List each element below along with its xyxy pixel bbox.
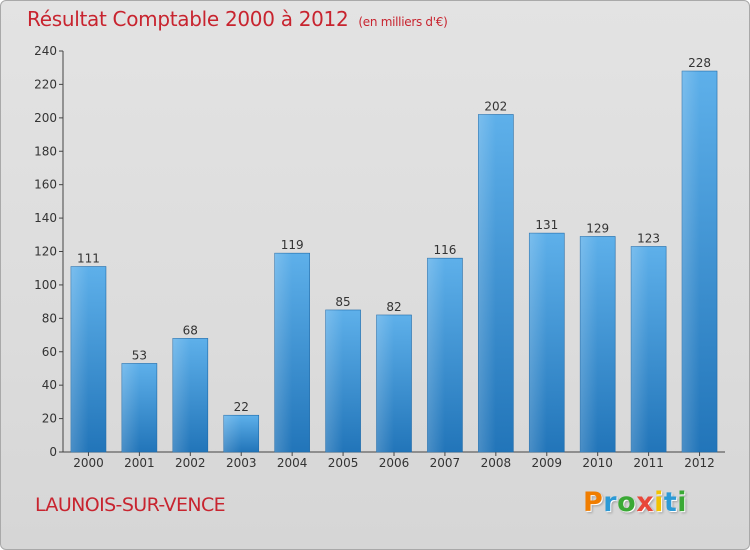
data-label: 68: [183, 323, 198, 337]
x-tick-label: 2009: [531, 456, 562, 470]
x-tick-label: 2005: [328, 456, 359, 470]
y-tick-label: 60: [42, 345, 57, 359]
data-label: 131: [535, 218, 558, 232]
x-tick-label: 2006: [379, 456, 410, 470]
data-label: 111: [77, 252, 100, 266]
axis-layer: 0 20 40 60 80 100 120 140 160 180 200 220 240: [34, 44, 725, 459]
data-label: 82: [386, 300, 401, 314]
y-tick-label: 120: [34, 245, 57, 259]
x-tick-label: 2012: [684, 456, 715, 470]
bar-highlight: [631, 246, 649, 452]
data-label: 53: [132, 348, 147, 362]
bar-highlight: [376, 314, 394, 452]
y-tick-label: 140: [34, 211, 57, 225]
chart-subtitle: (en milliers d'€): [358, 15, 448, 29]
bar-highlight: [682, 71, 700, 453]
x-tick-label: 2008: [481, 456, 512, 470]
x-tick-label: 2010: [582, 456, 613, 470]
bar-highlight: [172, 338, 191, 452]
x-tick-label: 2007: [430, 456, 461, 470]
proxiti-logo[interactable]: Proxiti: [583, 487, 687, 518]
y-tick-label: 80: [42, 311, 57, 325]
bar-highlight: [580, 236, 598, 452]
x-tick-label: 2002: [175, 456, 206, 470]
data-label: 123: [637, 231, 660, 245]
data-label: 119: [281, 238, 304, 252]
x-tick-label: 2004: [277, 456, 308, 470]
y-tick-label: 220: [34, 77, 57, 91]
bar-highlight: [223, 415, 242, 452]
bar-layer: [70, 70, 718, 453]
bar-highlight: [70, 266, 89, 452]
y-tick-label: 20: [42, 412, 57, 426]
chart-title-text: Résultat Comptable 2000 à 2012: [27, 7, 349, 31]
x-tick-label: 2001: [124, 456, 155, 470]
logo-letter: i: [654, 487, 664, 518]
bar-highlight: [274, 253, 293, 452]
bar-highlight: [427, 258, 445, 452]
bar-highlight: [121, 363, 140, 452]
x-tick-label: 2003: [226, 456, 257, 470]
x-tick-label: 2000: [73, 456, 104, 470]
commune-name: LAUNOIS-SUR-VENCE: [35, 494, 226, 516]
data-label: 228: [688, 56, 711, 70]
logo-letter: P: [583, 487, 604, 518]
logo-letter: i: [677, 487, 688, 518]
y-tick-label: 0: [49, 445, 57, 459]
x-tick-label: 2011: [633, 456, 664, 470]
data-label: 22: [234, 400, 249, 414]
bar-highlight: [478, 114, 496, 452]
y-tick-label: 180: [34, 144, 57, 158]
bar-highlight: [325, 309, 344, 452]
data-label: 85: [335, 295, 350, 309]
y-tick-label: 200: [34, 111, 57, 125]
data-label: 202: [484, 99, 507, 113]
y-tick-label: 160: [34, 178, 57, 192]
logo-letter: t: [663, 487, 678, 518]
data-label: 116: [433, 243, 456, 257]
logo-letter: r: [603, 487, 618, 518]
y-tick-label: 100: [34, 278, 57, 292]
logo-letter: o: [617, 487, 637, 518]
data-label: 129: [586, 221, 609, 235]
y-tick-label: 40: [42, 378, 57, 392]
y-tick-label: 240: [34, 44, 57, 58]
logo-letter: x: [636, 487, 655, 518]
label-layer: 2000 111 2001 53 2002 68 2003 22 2004 119 2005 85 20…: [73, 56, 715, 470]
chart-title: Résultat Comptable 2000 à 2012 (en millie…: [27, 7, 448, 31]
bar-highlight: [529, 233, 547, 452]
